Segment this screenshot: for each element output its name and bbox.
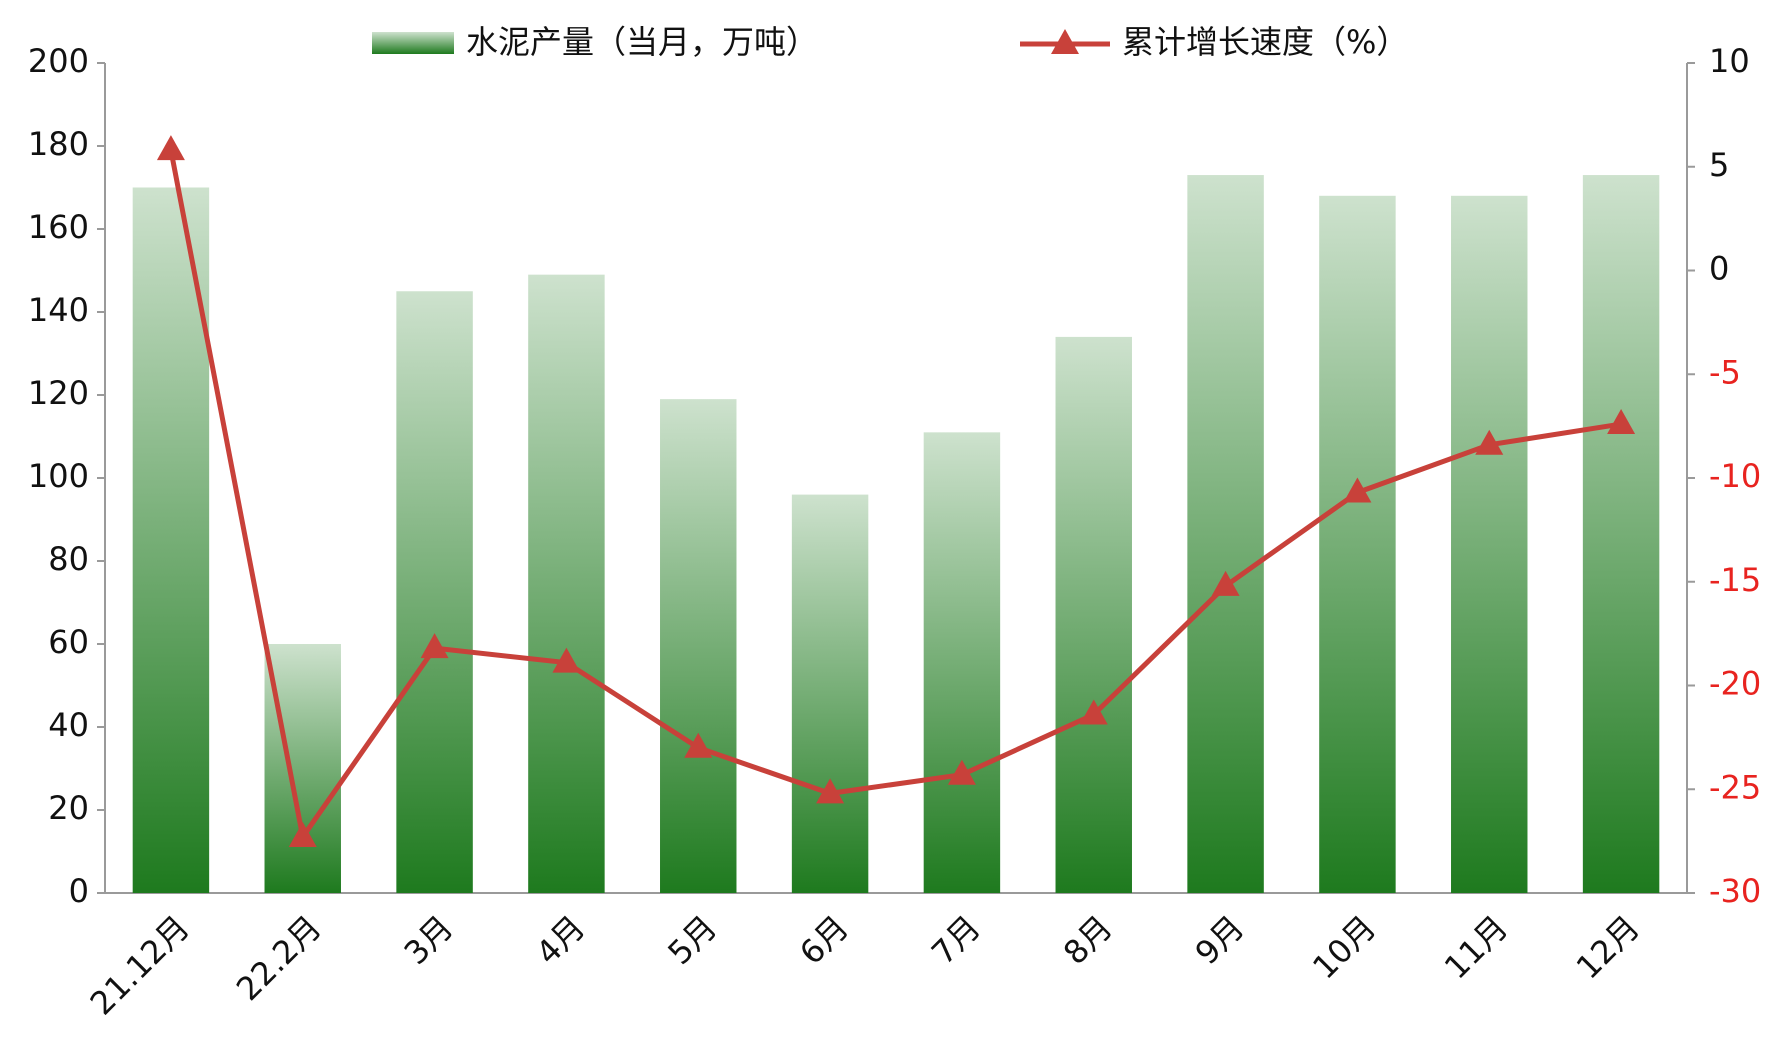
bar [660, 399, 737, 893]
bar [396, 291, 473, 893]
y2-tick-label: 5 [1709, 146, 1729, 184]
y-tick-label: 160 [28, 208, 89, 246]
legend-swatch [1051, 29, 1079, 54]
legend-swatch [372, 32, 454, 54]
x-tick-label: 22.2月 [229, 908, 329, 1008]
y-tick-label: 180 [28, 125, 89, 163]
bar [1451, 195, 1528, 894]
line-marker [816, 778, 845, 804]
bar [1055, 336, 1132, 893]
y-tick-label: 140 [28, 291, 89, 329]
y2-tick-label: 10 [1709, 42, 1750, 80]
x-tick-label: 5月 [660, 908, 724, 972]
y-tick-label: 100 [28, 457, 89, 495]
bar [132, 187, 210, 893]
line-marker [1475, 429, 1504, 455]
y2-tick-label: -25 [1709, 768, 1761, 806]
legend-label: 水泥产量（当月，万吨） [466, 23, 818, 61]
y-tick-label: 120 [28, 374, 89, 412]
y2-tick-label: -20 [1709, 665, 1761, 703]
bar [264, 644, 341, 893]
line-marker [1211, 570, 1240, 596]
x-tick-label: 3月 [397, 908, 461, 972]
x-tick-label: 7月 [924, 908, 988, 972]
y-tick-label: 20 [48, 789, 89, 827]
x-tick-label: 10月 [1305, 908, 1383, 986]
y-tick-label: 80 [48, 540, 89, 578]
y2-tick-label: -10 [1709, 457, 1761, 495]
bar [923, 432, 1001, 893]
line-marker [420, 633, 449, 659]
line [168, 149, 1622, 844]
y-tick-label: 200 [28, 42, 89, 80]
x-tick-label: 11月 [1437, 908, 1515, 986]
line-marker [947, 759, 976, 785]
line-marker [684, 732, 713, 758]
x-tick-label: 4月 [529, 908, 593, 972]
bar [528, 274, 605, 893]
line-marker [1079, 699, 1108, 725]
x-tick-label: 9月 [1188, 908, 1252, 972]
y2-tick-label: -15 [1709, 561, 1761, 599]
bar [791, 494, 869, 893]
bar [1187, 175, 1264, 894]
y2-tick-label: -5 [1709, 353, 1741, 391]
line-marker [1607, 409, 1636, 435]
line-marker [552, 647, 581, 673]
y2-tick-label: 0 [1709, 250, 1729, 288]
x-tick-label: 12月 [1569, 908, 1647, 986]
x-tick-label: 21.12月 [83, 908, 197, 1022]
y-tick-label: 60 [48, 623, 89, 661]
line-marker [1343, 477, 1372, 503]
bar [1582, 175, 1660, 894]
legend: 水泥产量（当月，万吨） 累计增长速度（%） [372, 23, 1408, 61]
line-marker [156, 135, 185, 161]
y2-tick-label: -30 [1709, 872, 1761, 910]
legend-label: 累计增长速度（%） [1122, 23, 1408, 61]
x-tick-label: 6月 [792, 908, 856, 972]
bar [1319, 195, 1396, 894]
line-marker [288, 821, 317, 847]
x-tick-label: 8月 [1056, 908, 1120, 972]
y-tick-label: 0 [69, 872, 89, 910]
y-tick-label: 40 [48, 706, 89, 744]
